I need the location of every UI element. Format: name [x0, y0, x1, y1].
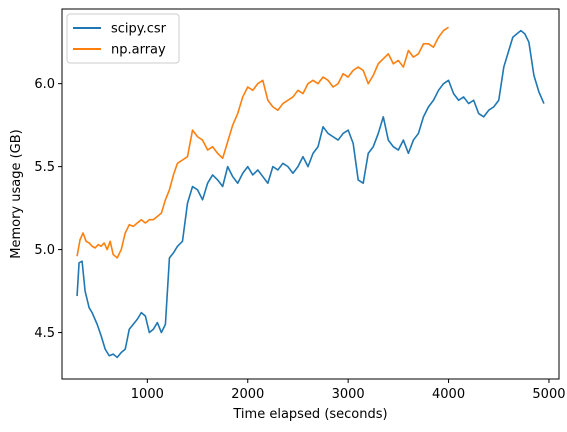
y-tick-label: 4.5 [34, 326, 55, 341]
x-axis-ticks: 1000 2000 3000 4000 5000 [131, 379, 566, 402]
series-layer [76, 26, 545, 359]
legend-box [66, 13, 180, 64]
x-tick-label: 5000 [532, 387, 565, 402]
x-tick-label: 3000 [332, 387, 365, 402]
series-line-scipy-csr [76, 29, 545, 359]
y-tick-label: 6.0 [34, 77, 55, 92]
y-tick-label: 5.0 [34, 243, 55, 258]
x-tick-label: 4000 [432, 387, 465, 402]
legend-label-np-array: np.array [111, 43, 166, 58]
plot-frame [61, 8, 560, 380]
x-tick-label: 2000 [231, 387, 264, 402]
y-axis-ticks: 4.5 5.0 5.5 6.0 [34, 77, 62, 341]
legend: scipy.csr np.array [66, 13, 180, 64]
x-tick-label: 1000 [131, 387, 164, 402]
plot-area [62, 9, 559, 379]
y-tick-label: 5.5 [34, 160, 55, 175]
x-axis-title: Time elapsed (seconds) [232, 407, 387, 422]
y-axis-title: Memory usage (GB) [9, 129, 24, 259]
legend-label-scipy-csr: scipy.csr [111, 22, 167, 37]
series-line-np-array [76, 26, 450, 259]
